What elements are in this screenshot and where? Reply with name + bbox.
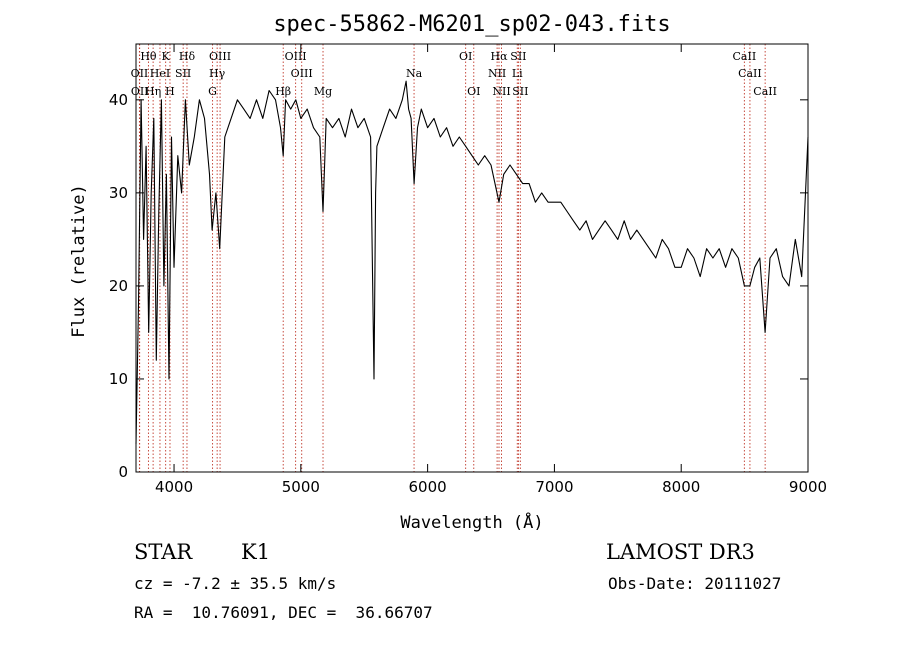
x-tick-label: 5000	[282, 478, 320, 496]
spectral-line-label: Hα	[490, 50, 508, 63]
spectral-line-label: OI	[467, 85, 480, 98]
y-tick-label: 0	[118, 463, 128, 481]
spectral-line-label: OIII	[209, 50, 231, 63]
spectrum-series	[135, 80, 809, 445]
coordinates: RA = 10.76091, DEC = 36.66707	[134, 603, 433, 622]
x-tick-label: 9000	[789, 478, 827, 496]
spectral-line-label: SII	[512, 85, 528, 98]
x-tick-label: 8000	[662, 478, 700, 496]
y-tick-label: 20	[109, 277, 128, 295]
plot-frame	[135, 43, 809, 473]
x-axis-label: Wavelength (Å)	[400, 511, 543, 533]
axes: 4000 5000 6000 7000 8000 9000 0 10 20 30 40	[109, 44, 827, 496]
spectral-line-label: OII	[131, 67, 149, 80]
survey-name: LAMOST DR3	[606, 540, 755, 564]
spectral-line-label: CaII	[753, 85, 777, 98]
object-class: STAR	[134, 540, 193, 564]
spectral-line-label: Mg	[314, 85, 332, 98]
object-subclass: K1	[241, 540, 271, 564]
spectral-line-label: Hγ	[209, 67, 226, 80]
spectral-line-label: SII	[510, 50, 526, 63]
spectral-line-label: Hβ	[275, 85, 291, 98]
spectral-line-label: CaII	[733, 50, 757, 63]
y-tick-label: 30	[109, 184, 128, 202]
spectral-line-label: NII	[488, 67, 506, 80]
spectral-line-label: OIII	[291, 67, 313, 80]
spectral-line-label: Hθ	[140, 50, 157, 63]
spectral-line-label: Na	[406, 67, 423, 80]
spectral-line-label: OIII	[285, 50, 307, 63]
spectrum-line	[135, 80, 809, 445]
spectral-line-label: NII	[492, 85, 510, 98]
chart-title: spec-55862-M6201_sp02-043.fits	[273, 12, 670, 37]
spectral-line-label: H	[165, 85, 175, 98]
x-tick-label: 7000	[535, 478, 573, 496]
spectral-line-label: K	[162, 50, 171, 63]
spectral-line-label: Li	[512, 67, 523, 80]
x-tick-label: 6000	[409, 478, 447, 496]
x-tick-label: 4000	[155, 478, 193, 496]
y-axis-label: Flux (relative)	[69, 184, 89, 338]
spectral-line-label: CaII	[738, 67, 762, 80]
redshift-value: cz = -7.2 ± 35.5 km/s	[134, 574, 337, 593]
spectral-line-markers	[138, 44, 766, 472]
observation-date: Obs-Date: 20111027	[608, 574, 782, 593]
spectral-line-label: Hδ	[179, 50, 196, 63]
spectral-line-label: OII	[131, 85, 149, 98]
y-tick-label: 10	[109, 370, 128, 388]
spectral-line-label: G	[208, 85, 217, 98]
spectral-line-label: Hη	[145, 85, 161, 98]
spectral-line-label: OI	[459, 50, 472, 63]
spectral-line-label: SII	[175, 67, 191, 80]
y-tick-label: 40	[109, 91, 128, 109]
spectral-line-label: HeI	[150, 67, 170, 80]
